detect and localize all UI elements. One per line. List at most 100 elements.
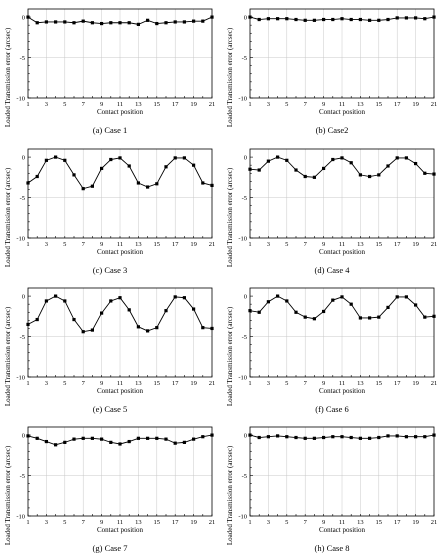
data-point xyxy=(210,15,214,19)
x-tick-label: 19 xyxy=(190,519,197,526)
data-point xyxy=(312,317,316,321)
data-point xyxy=(173,156,177,160)
y-tick-label: -5 xyxy=(242,195,247,202)
data-point xyxy=(395,295,399,299)
y-tick-label: 0 xyxy=(22,432,25,439)
x-tick-label: 15 xyxy=(376,519,383,526)
x-tick-label: 11 xyxy=(117,241,123,248)
data-point xyxy=(26,181,30,185)
data-point xyxy=(164,165,168,169)
x-tick-label: 15 xyxy=(154,101,161,108)
data-point xyxy=(349,17,353,22)
data-point xyxy=(303,174,307,179)
x-tick-label: 5 xyxy=(285,101,288,108)
x-tick-label: 3 xyxy=(267,519,270,526)
data-point xyxy=(368,18,372,22)
x-tick-label: 1 xyxy=(248,519,251,526)
x-tick-label: 3 xyxy=(267,380,270,387)
data-point xyxy=(377,435,381,440)
data-point xyxy=(155,326,159,330)
data-point xyxy=(257,168,261,172)
data-point xyxy=(276,434,280,438)
data-point xyxy=(257,310,261,314)
data-point xyxy=(368,174,372,179)
data-point xyxy=(100,21,104,26)
x-tick-label: 7 xyxy=(304,101,308,108)
data-point xyxy=(26,434,30,438)
x-tick-label: 21 xyxy=(209,519,216,526)
data-point xyxy=(100,166,104,171)
x-tick-label: 9 xyxy=(322,519,325,526)
data-point xyxy=(248,309,252,313)
y-tick-label: -10 xyxy=(238,95,247,102)
x-tick-label: 21 xyxy=(209,241,216,248)
x-tick-label: 17 xyxy=(394,241,401,248)
x-tick-label: 11 xyxy=(339,380,345,387)
data-point xyxy=(294,310,298,314)
data-point xyxy=(303,18,307,22)
data-point xyxy=(294,17,298,22)
data-point xyxy=(404,295,408,299)
data-point xyxy=(322,17,326,22)
y-tick-label: -10 xyxy=(16,513,25,520)
data-point xyxy=(100,311,104,315)
data-point xyxy=(285,17,289,21)
x-tick-label: 13 xyxy=(135,380,142,387)
data-point xyxy=(285,435,289,439)
data-point xyxy=(368,316,372,320)
data-point xyxy=(395,156,399,160)
x-tick-label: 5 xyxy=(63,101,66,108)
y-axis-label: Loaded Transmission error (arcsec) xyxy=(226,306,234,406)
x-tick-label: 9 xyxy=(322,380,325,387)
data-point xyxy=(44,299,48,303)
y-axis-label: Loaded Transmission error (arcsec) xyxy=(226,167,234,267)
y-tick-label: 0 xyxy=(22,154,25,161)
data-point xyxy=(26,322,30,327)
x-tick-label: 5 xyxy=(63,241,66,248)
x-tick-label: 13 xyxy=(357,519,364,526)
data-point xyxy=(90,21,94,25)
data-point xyxy=(404,16,408,20)
panel-caption: (e) Case 5 xyxy=(92,404,128,414)
y-tick-label: 0 xyxy=(244,14,247,21)
x-axis-label: Contact position xyxy=(319,108,366,116)
data-point xyxy=(414,303,418,307)
y-tick-label: 0 xyxy=(244,154,247,161)
x-axis-label: Contact position xyxy=(97,387,144,395)
x-tick-label: 19 xyxy=(190,241,197,248)
x-tick-label: 11 xyxy=(117,101,123,108)
data-point xyxy=(358,316,362,320)
x-tick-label: 13 xyxy=(135,101,142,108)
data-point xyxy=(81,19,85,23)
y-tick-label: -10 xyxy=(238,374,247,381)
x-tick-label: 19 xyxy=(412,519,419,526)
data-point xyxy=(127,164,131,168)
data-point xyxy=(340,435,344,439)
y-tick-label: -5 xyxy=(242,473,247,480)
data-point xyxy=(182,440,186,444)
data-point xyxy=(294,168,298,172)
data-point xyxy=(63,20,67,24)
data-point xyxy=(118,442,122,446)
data-point xyxy=(109,440,113,444)
data-point xyxy=(210,433,214,437)
data-point xyxy=(173,441,177,445)
x-tick-label: 17 xyxy=(172,519,179,526)
x-tick-label: 17 xyxy=(394,101,401,108)
data-point xyxy=(54,443,58,447)
data-point xyxy=(81,330,85,334)
chart-panel: 1 3 5 7 9 11 13 15 17 19 21 0 -5 -10 Contact position L… xyxy=(222,279,442,416)
data-point xyxy=(432,15,436,19)
data-point xyxy=(414,435,418,439)
data-point xyxy=(322,166,326,171)
data-point xyxy=(100,437,104,441)
panel-caption: (b) Case2 xyxy=(315,125,349,135)
data-point xyxy=(136,325,140,329)
data-point xyxy=(164,309,168,313)
data-point xyxy=(331,435,335,439)
data-point xyxy=(146,436,150,440)
x-tick-label: 15 xyxy=(376,380,383,387)
y-axis-label: Loaded Transmission error (arcsec) xyxy=(226,27,234,127)
